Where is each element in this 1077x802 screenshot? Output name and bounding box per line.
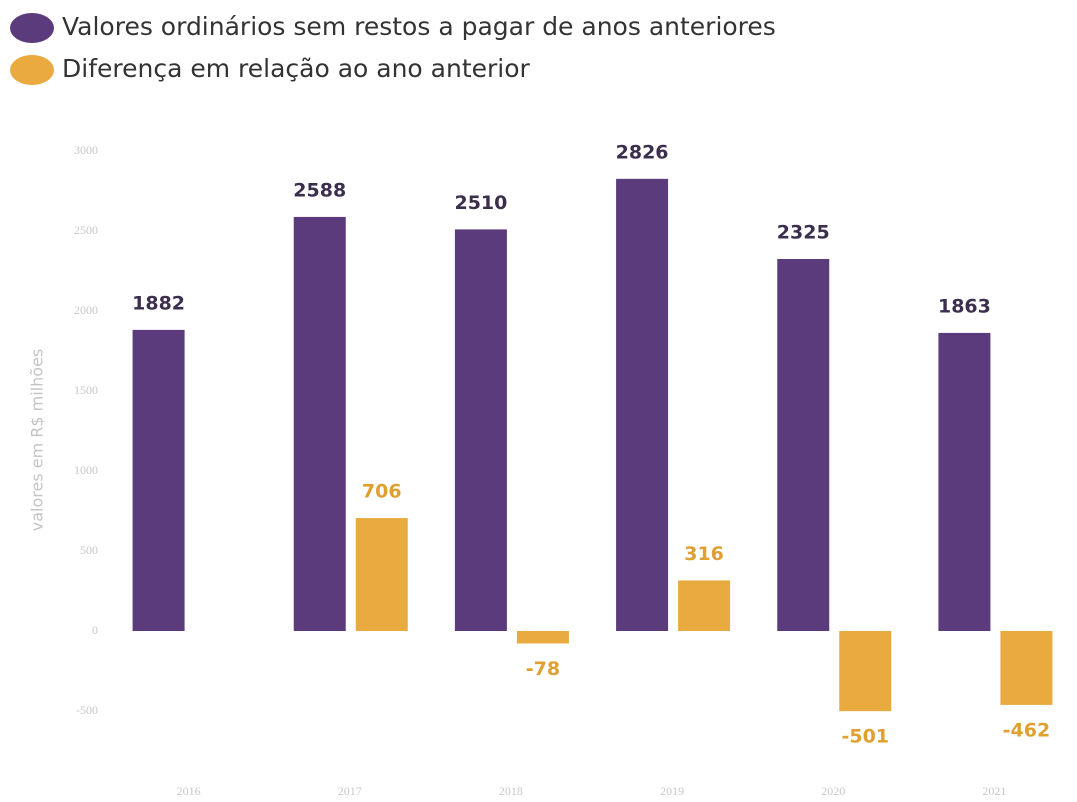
- bar: [355, 518, 408, 631]
- bar: [839, 631, 892, 712]
- bar: [293, 216, 346, 632]
- x-tick-label: 2019: [660, 784, 684, 798]
- x-tick-label: 2016: [177, 784, 201, 798]
- bar: [777, 259, 830, 631]
- y-tick-label: 500: [80, 543, 98, 557]
- y-tick-label: 2500: [74, 223, 98, 237]
- value-label: -501: [841, 726, 889, 748]
- bar: [1000, 631, 1053, 705]
- value-label: 1882: [132, 292, 185, 314]
- y-tick-label: 1000: [74, 463, 98, 477]
- x-tick-label: 2018: [499, 784, 523, 798]
- legend-swatch: [10, 13, 54, 43]
- x-tick-label: 2017: [338, 784, 362, 798]
- value-label: 2325: [777, 222, 830, 244]
- value-label: 2588: [293, 179, 346, 201]
- y-tick-label: 3000: [74, 143, 98, 157]
- value-label: 1863: [938, 295, 991, 317]
- value-label: 2510: [454, 192, 507, 214]
- bar: [616, 178, 669, 631]
- y-tick-label: 2000: [74, 303, 98, 317]
- bar: [132, 329, 185, 631]
- value-label: -78: [526, 658, 560, 680]
- x-tick-label: 2020: [821, 784, 845, 798]
- legend-swatch: [10, 55, 54, 85]
- value-label: 2826: [616, 141, 669, 163]
- legend-label: Diferença em relação ao ano anterior: [62, 54, 531, 83]
- bar: [678, 580, 731, 631]
- x-tick-label: 2021: [982, 784, 1006, 798]
- y-tick-label: 1500: [74, 383, 98, 397]
- bar: [938, 332, 991, 631]
- y-tick-label: -500: [76, 703, 98, 717]
- value-label: 316: [684, 543, 724, 565]
- y-axis-label: valores em R$ milhões: [28, 349, 47, 531]
- legend-label: Valores ordinários sem restos a pagar de…: [62, 12, 776, 41]
- bar: [516, 631, 569, 644]
- y-tick-label: 0: [92, 623, 98, 637]
- bar: [454, 229, 507, 631]
- value-label: -462: [1003, 719, 1051, 741]
- value-label: 706: [362, 481, 402, 503]
